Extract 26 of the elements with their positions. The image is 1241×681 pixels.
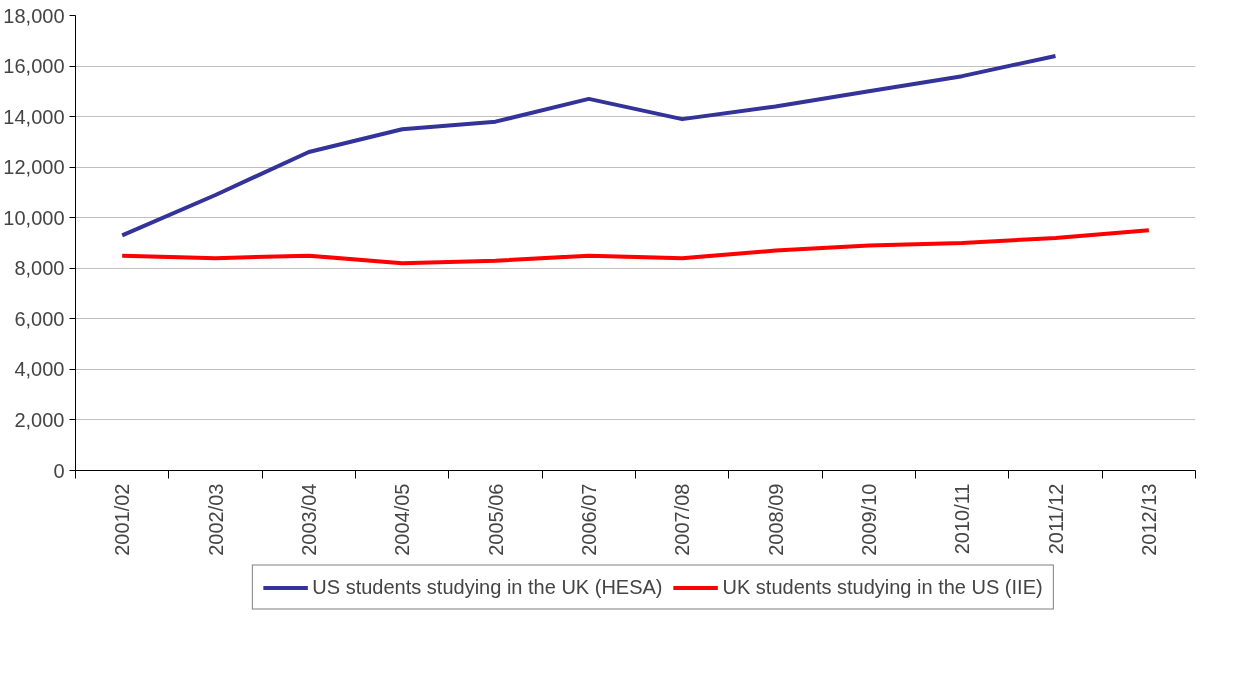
y-tick-label: 0	[53, 459, 65, 482]
x-tick-label: 2012/13	[1137, 483, 1160, 556]
x-tick-label: 2004/05	[391, 483, 414, 556]
y-tick-label: 6,000	[14, 307, 65, 330]
y-tick-label: 8,000	[14, 257, 65, 280]
y-tick-label: 14,000	[3, 105, 65, 128]
x-tick-label: 2008/09	[764, 483, 787, 556]
x-tick-label: 2009/10	[857, 483, 880, 556]
y-tick-label: 18,000	[3, 4, 65, 27]
y-tick-label: 2,000	[14, 408, 65, 431]
x-tick-label: 2002/03	[204, 483, 227, 556]
legend-label: US students studying in the UK (HESA)	[312, 575, 663, 599]
line-series	[120, 228, 1151, 266]
x-tick-label: 2011/12	[1044, 483, 1067, 555]
x-tick-label: 2006/07	[577, 483, 600, 556]
x-tick-label: 2010/11	[951, 483, 974, 555]
y-tick-label: 12,000	[3, 156, 65, 179]
line-series	[120, 53, 1058, 238]
y-tick-label: 4,000	[14, 358, 65, 381]
x-tick-label: 2003/04	[297, 483, 320, 556]
x-tick-label: 2001/02	[111, 483, 134, 556]
legend-label: UK students studying in the US (IIE)	[722, 575, 1043, 599]
y-tick-label: 10,000	[3, 206, 65, 229]
y-tick-label: 16,000	[3, 55, 65, 78]
x-tick-label: 2005/06	[484, 483, 507, 556]
x-tick-label: 2007/08	[671, 483, 694, 556]
